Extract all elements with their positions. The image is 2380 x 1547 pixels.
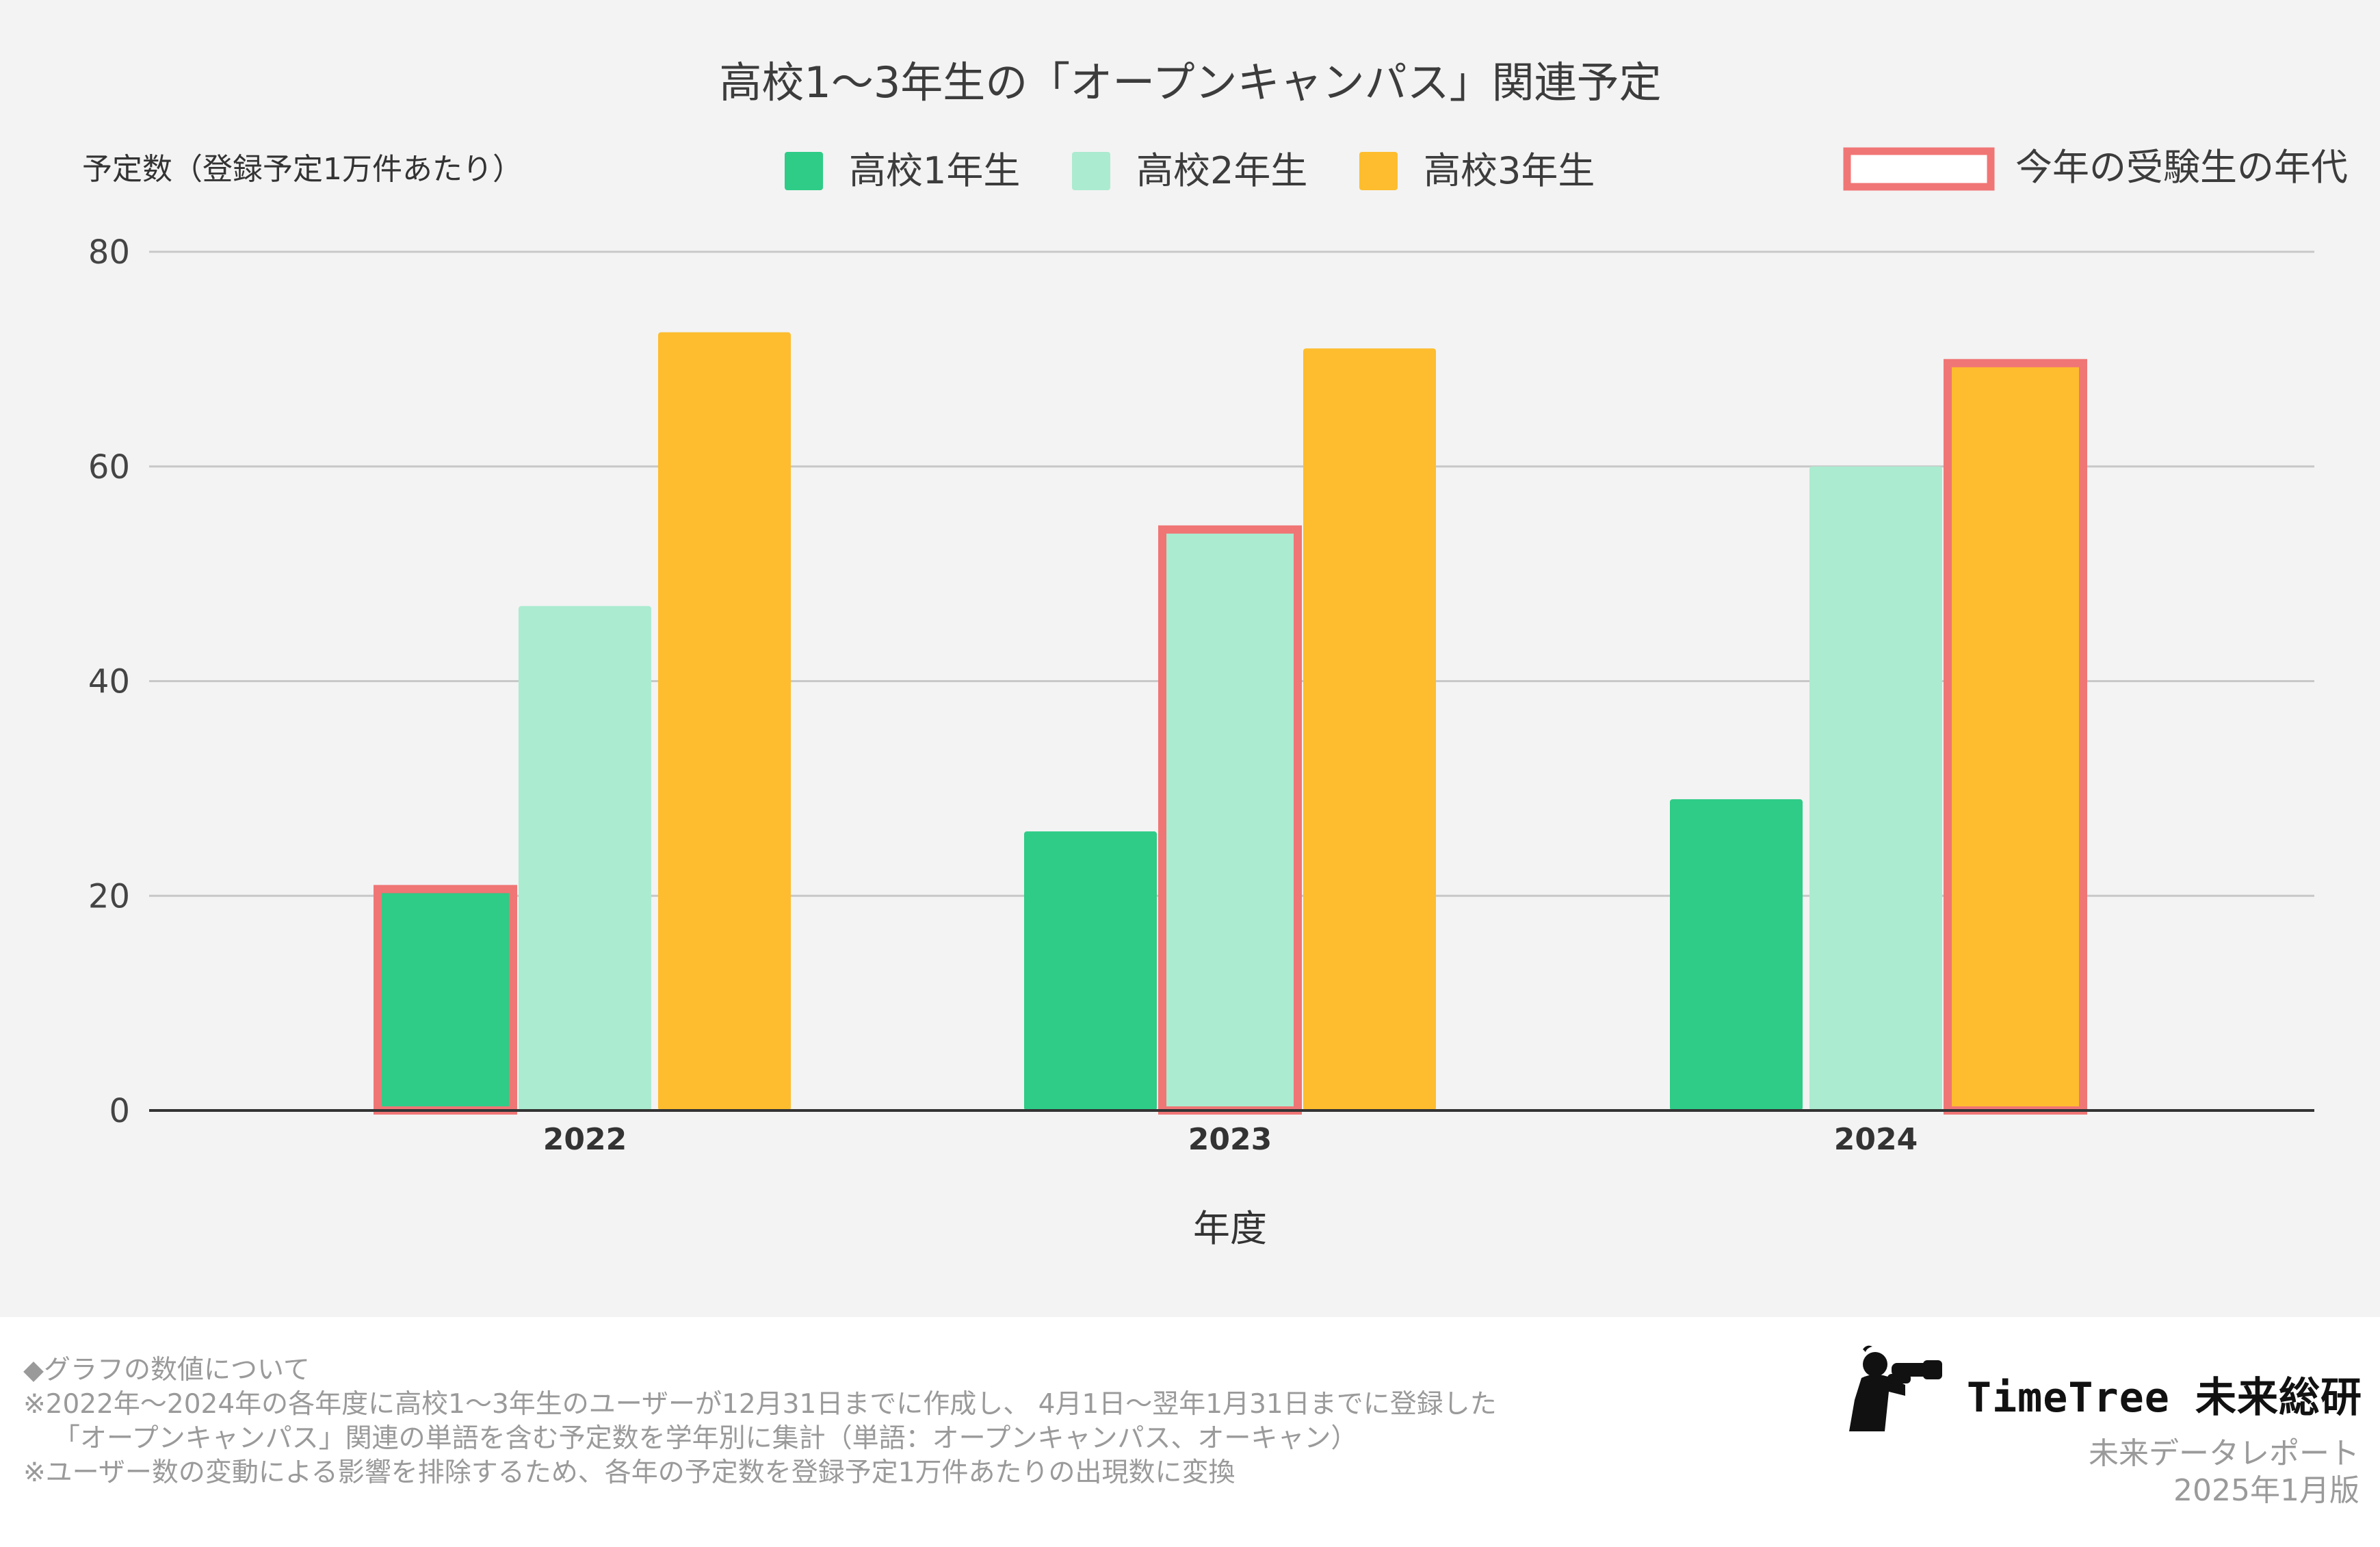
brand-name: TimeTree 未来総研 xyxy=(1966,1374,2362,1422)
y-tick-label: 80 xyxy=(88,233,130,272)
bar-2023-series-3 xyxy=(1303,348,1436,1110)
legend-swatch-series-3 xyxy=(1359,152,1398,190)
bar-2023-series-2 xyxy=(1164,530,1296,1110)
legend-label-series-3: 高校3年生 xyxy=(1424,149,1595,192)
bar-2024-series-3 xyxy=(1949,364,2082,1110)
y-tick-label: 20 xyxy=(88,877,130,915)
footnote-line-3: ※ユーザー数の変動による影響を排除するため、各年の予定数を登録予定1万件あたりの… xyxy=(23,1457,1235,1488)
person-with-binoculars-icon xyxy=(1849,1345,1942,1431)
y-tick-label: 40 xyxy=(88,663,130,701)
x-tick-label: 2023 xyxy=(1188,1122,1272,1157)
y-axis-label: 予定数（登録予定1万件あたり） xyxy=(82,152,523,187)
x-tick-labels: 2022 2023 2024 xyxy=(543,1122,1918,1157)
legend-swatch-series-1 xyxy=(785,152,823,190)
bar-2023-series-1 xyxy=(1024,831,1157,1110)
legend-swatch-series-2 xyxy=(1072,152,1110,190)
chart-panel: 高校1〜3年生の「オープンキャンパス」関連予定 予定数（登録予定1万件あたり） … xyxy=(0,0,2380,1317)
chart-title: 高校1〜3年生の「オープンキャンパス」関連予定 xyxy=(719,57,1661,107)
y-tick-labels: 0 20 40 60 80 xyxy=(88,233,130,1130)
legend-label-series-2: 高校2年生 xyxy=(1136,149,1307,192)
x-axis-label: 年度 xyxy=(1193,1207,1267,1250)
chart: 高校1〜3年生の「オープンキャンパス」関連予定 予定数（登録予定1万件あたり） … xyxy=(82,57,2348,1250)
brand-edition: 2025年1月版 xyxy=(2173,1473,2359,1508)
brand-block: TimeTree 未来総研 未来データレポート 2025年1月版 xyxy=(1842,1341,2362,1512)
brand-subtitle: 未来データレポート xyxy=(2089,1436,2359,1471)
bar-2022-series-2 xyxy=(519,606,651,1110)
footnote-heading: ◆グラフの数値について xyxy=(23,1355,310,1386)
footnote-line-1: ※2022年〜2024年の各年度に高校1〜3年生のユーザーが12月31日までに作… xyxy=(23,1389,1497,1420)
footnote: ◆グラフの数値について ※2022年〜2024年の各年度に高校1〜3年生のユーザ… xyxy=(23,1353,1665,1490)
bar-2022-series-1 xyxy=(379,890,512,1110)
bar-2024-series-1 xyxy=(1670,799,1803,1110)
y-tick-label: 0 xyxy=(109,1092,130,1130)
y-tick-label: 60 xyxy=(88,448,130,486)
x-tick-label: 2022 xyxy=(543,1122,627,1157)
bar-2022-series-3 xyxy=(658,332,791,1110)
footnote-line-2: 「オープンキャンパス」関連の単語を含む予定数を学年別に集計（単語：オープンキャン… xyxy=(53,1423,1358,1454)
legend: 高校1年生 高校2年生 高校3年生 今年の受験生の年代 xyxy=(785,146,2348,192)
x-tick-label: 2024 xyxy=(1834,1122,1918,1157)
bar-2024-series-2 xyxy=(1809,466,1942,1110)
legend-label-highlight: 今年の受験生の年代 xyxy=(2015,146,2348,189)
bars xyxy=(379,332,2082,1110)
legend-label-series-1: 高校1年生 xyxy=(849,149,1020,192)
legend-swatch-highlight xyxy=(1843,147,1995,191)
